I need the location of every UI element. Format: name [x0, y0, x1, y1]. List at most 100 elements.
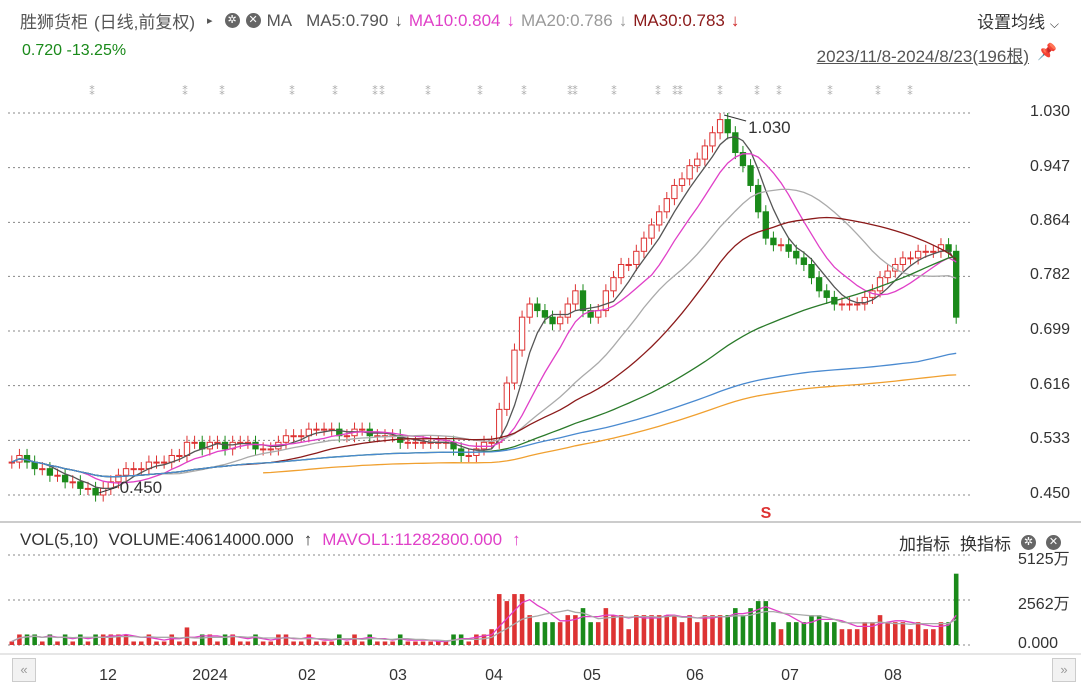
candle	[899, 257, 907, 265]
candle	[130, 468, 137, 471]
volume-bar	[268, 641, 274, 645]
candle	[846, 303, 853, 306]
signal-label: S	[761, 505, 772, 522]
event-marker: ⁑	[907, 85, 913, 98]
ma5-line	[11, 136, 957, 490]
volume-bar	[588, 622, 593, 645]
vol-label: VOL(5,10)	[20, 530, 99, 549]
mavol1-arrow: ↑	[512, 530, 521, 549]
candle	[648, 224, 655, 239]
volume-bar	[595, 622, 601, 645]
volume-buttons: 加指标 换指标 ✲ ✕	[899, 530, 1061, 555]
candle	[84, 487, 92, 490]
volume-arrow: ↑	[303, 530, 313, 549]
volume-bar	[801, 622, 807, 645]
pin-icon[interactable]: 📌	[1037, 44, 1057, 61]
price-tick-label: 0.616	[1030, 375, 1071, 393]
candle	[541, 310, 549, 318]
date-range[interactable]: 2023/11/8-2024/8/23(196根)	[816, 47, 1029, 66]
volume-bar	[847, 629, 852, 645]
candle	[191, 441, 198, 444]
x-tick-label: 03	[389, 667, 407, 684]
volume-bar	[39, 641, 45, 645]
event-marker: ⁑	[89, 85, 95, 98]
event-marker: ⁑	[477, 85, 483, 98]
ma10-line	[11, 153, 957, 484]
volume-bar	[382, 641, 388, 645]
candle	[701, 145, 709, 160]
volume-bar	[123, 634, 129, 645]
price-tick-label: 0.450	[1030, 485, 1071, 502]
volume-bar	[908, 629, 913, 645]
volume-bar	[184, 627, 190, 645]
volume-bar	[199, 634, 205, 645]
candle	[183, 441, 191, 456]
switch-indicator-button[interactable]: 换指标	[960, 535, 1011, 554]
volume-bar	[24, 634, 30, 645]
candle	[617, 263, 625, 279]
ma-setting-button[interactable]: 设置均线 ⌵	[977, 8, 1059, 33]
ma30-value: MA30:0.783	[633, 10, 725, 30]
chevron-down-icon: ⌵	[1049, 17, 1059, 31]
volume-bar	[405, 641, 411, 645]
volume-bar	[253, 634, 258, 645]
candle	[610, 277, 617, 292]
volume-bar	[679, 622, 685, 645]
candle	[61, 474, 69, 483]
volume-bar	[291, 641, 296, 645]
ma20-arrow: ↓	[618, 10, 628, 30]
volume-bar	[755, 601, 761, 645]
candle	[930, 250, 937, 253]
ma20-line	[11, 188, 957, 478]
candle	[343, 435, 351, 438]
price-tick-label: 0.533	[1030, 430, 1071, 448]
candle	[572, 290, 579, 305]
x-tick-label: 12	[99, 667, 117, 684]
event-marker: ⁑	[182, 85, 188, 98]
gear-icon[interactable]: ✲	[1021, 535, 1036, 550]
volume-bar	[428, 641, 433, 645]
scroll-right-button[interactable]: »	[1052, 658, 1076, 682]
price-change: 0.720 -13.25%	[22, 42, 127, 59]
candle	[39, 468, 46, 471]
x-tick-label: 05	[583, 667, 601, 684]
candle	[876, 277, 884, 292]
candle	[808, 263, 815, 279]
volume-bar	[892, 622, 898, 645]
candle	[290, 435, 297, 438]
volume-bar	[702, 615, 708, 645]
volume-bar	[923, 629, 929, 645]
candle	[755, 184, 762, 213]
volume-bar	[169, 634, 175, 645]
price-mode: (日线,前复权)	[94, 13, 196, 32]
volume-bar	[832, 622, 837, 645]
volume-bar	[527, 615, 532, 645]
volume-bar	[603, 608, 609, 645]
volume-bar	[321, 641, 327, 645]
scroll-left-button[interactable]: «	[12, 658, 36, 682]
event-marker: ⁑	[672, 85, 678, 98]
volume-bar	[816, 615, 822, 645]
volume-bar	[260, 641, 266, 645]
expand-triangle-icon[interactable]: ▸	[207, 15, 213, 27]
candle	[770, 237, 777, 246]
volume-bar	[314, 641, 319, 645]
candle	[229, 441, 236, 450]
candle	[69, 481, 76, 484]
event-marker: ⁑	[219, 85, 225, 98]
volume-bar	[877, 615, 883, 645]
close-icon[interactable]: ✕	[1046, 535, 1061, 550]
candle	[298, 435, 305, 438]
volume-tick-label: 5125万	[1018, 551, 1070, 568]
gear-icon[interactable]: ✲	[224, 13, 240, 28]
close-icon[interactable]: ✕	[245, 13, 261, 28]
event-marker: ⁑	[611, 85, 617, 98]
price-tick-label: 0.782	[1030, 266, 1071, 284]
add-indicator-button[interactable]: 加指标	[899, 535, 950, 554]
candle	[686, 165, 693, 180]
candle	[534, 303, 541, 312]
volume-bar	[656, 615, 662, 645]
volume-bar	[793, 622, 799, 645]
